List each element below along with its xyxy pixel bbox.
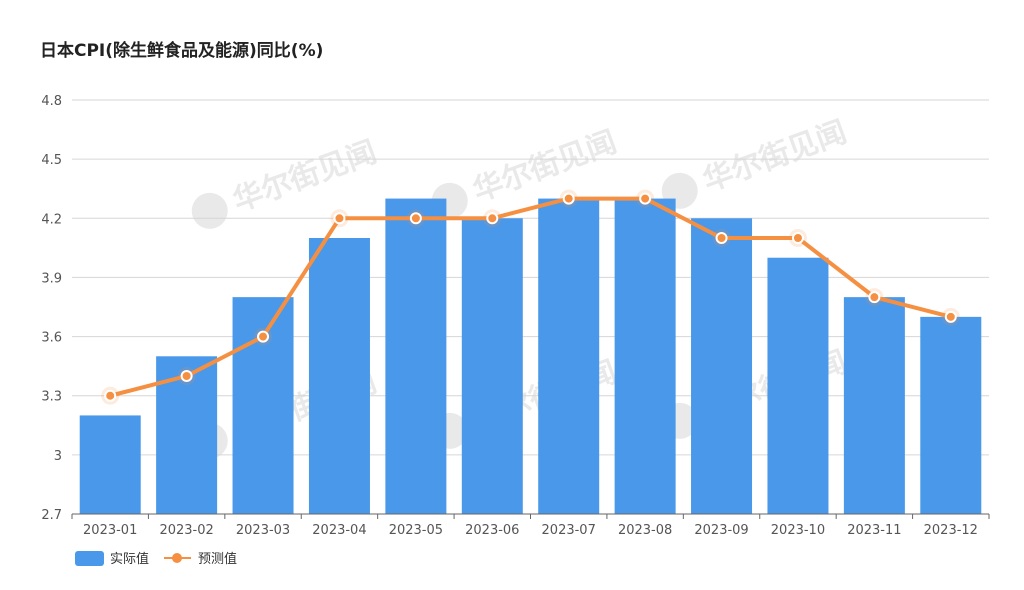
forecast-point-2023-07 xyxy=(562,192,575,205)
bar-2023-10 xyxy=(767,257,829,514)
forecast-point-2023-02 xyxy=(180,370,193,382)
y-tick-label: 4.5 xyxy=(41,153,62,168)
x-tick-label: 2023-06 xyxy=(465,523,519,538)
forecast-point-2023-11 xyxy=(868,291,881,304)
forecast-line xyxy=(108,196,953,398)
forecast-point-2023-09 xyxy=(715,232,728,244)
forecast-point-2023-12 xyxy=(944,310,957,323)
chart-title: 日本CPI(除生鲜食品及能源)同比(%) xyxy=(40,41,324,61)
legend-label-forecast: 预测值 xyxy=(198,551,237,567)
bar-2023-04 xyxy=(308,238,370,514)
watermark-text: 华尔街见闻 xyxy=(228,135,381,219)
bar-2023-09 xyxy=(691,218,753,515)
y-tick-label: 4.8 xyxy=(41,94,62,109)
y-tick-label: 3.3 xyxy=(41,390,62,405)
y-axis: 2.7 3 3.3 3.6 3.9 4.2 4.5 4.8 xyxy=(41,94,62,523)
bar-2023-11 xyxy=(843,297,905,514)
legend: 实际值 预测值 xyxy=(75,551,237,567)
bar-2023-01 xyxy=(79,415,141,514)
legend-label-actual: 实际值 xyxy=(110,551,149,567)
watermark-logo-icon xyxy=(191,192,228,229)
x-tick-label: 2023-11 xyxy=(847,523,901,538)
watermark-text: 华尔街见闻 xyxy=(698,115,851,199)
x-tick-label: 2023-12 xyxy=(924,523,978,538)
watermark-text: 华尔街见闻 xyxy=(468,125,621,209)
y-tick-label: 3.6 xyxy=(41,331,62,346)
x-tick-label: 2023-02 xyxy=(159,523,213,538)
forecast-point-2023-01 xyxy=(104,389,117,402)
x-tick-label: 2023-08 xyxy=(618,523,672,538)
x-tick-label: 2023-03 xyxy=(236,523,290,538)
grid-lines xyxy=(72,99,989,456)
bar-2023-05 xyxy=(385,198,447,515)
watermark: 华尔街见闻 xyxy=(661,115,851,209)
forecast-point-2023-10 xyxy=(791,232,804,244)
y-tick-label: 3 xyxy=(54,449,62,464)
bar-2023-06 xyxy=(461,218,523,515)
line-series xyxy=(101,189,960,405)
x-tick-label: 2023-04 xyxy=(312,523,366,538)
x-tick-label: 2023-01 xyxy=(83,523,137,538)
bar-series xyxy=(79,198,982,515)
x-tick-label: 2023-10 xyxy=(771,523,825,538)
forecast-point-2023-04 xyxy=(333,212,346,225)
legend-bar-swatch xyxy=(75,551,104,566)
x-tick-label: 2023-07 xyxy=(542,523,596,538)
legend-point-swatch xyxy=(172,553,182,563)
y-tick-label: 4.2 xyxy=(41,212,62,227)
x-axis: 2023-01 2023-02 2023-03 2023-04 2023-05 2023-… xyxy=(71,513,990,538)
y-tick-label: 2.7 xyxy=(41,508,62,523)
forecast-point-2023-05 xyxy=(409,212,422,225)
y-tick-label: 3.9 xyxy=(41,271,62,286)
forecast-point-2023-03 xyxy=(257,330,270,343)
bar-2023-12 xyxy=(920,316,982,514)
bar-2023-08 xyxy=(614,198,676,515)
forecast-point-2023-08 xyxy=(639,192,652,205)
x-tick-label: 2023-09 xyxy=(694,523,748,538)
x-tick-label: 2023-05 xyxy=(389,523,443,538)
bar-2023-07 xyxy=(538,198,600,515)
forecast-point-2023-06 xyxy=(486,212,499,225)
